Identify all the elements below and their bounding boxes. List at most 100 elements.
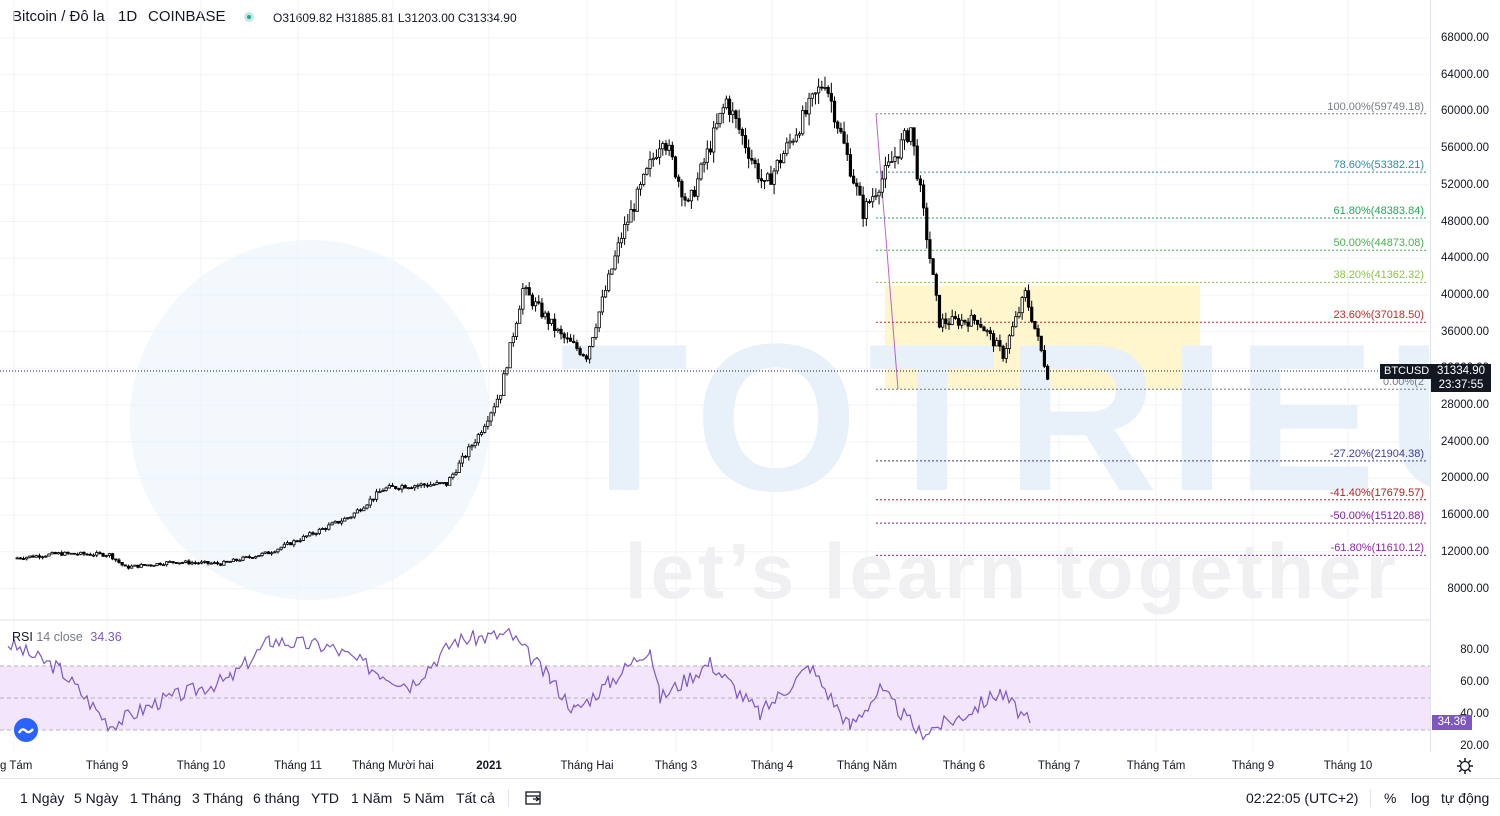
candle-body — [177, 562, 181, 565]
candle-body — [995, 340, 999, 347]
candle-body — [820, 86, 824, 89]
interval-label[interactable]: 1D — [118, 8, 138, 25]
candle-body — [1036, 328, 1040, 337]
candle-body — [899, 139, 903, 159]
current-price-badge: 31334.90 23:37:55 — [1431, 364, 1491, 392]
fib-level-label: 61.80%(48383.84) — [1333, 204, 1424, 217]
candle-body — [145, 564, 150, 567]
time-tick: Tháng Mười hai — [352, 760, 434, 772]
candle-body — [912, 127, 916, 147]
candle-body — [451, 473, 455, 479]
candle-body — [610, 268, 614, 275]
candle-body — [498, 395, 503, 400]
candle-body — [222, 560, 226, 566]
candle-body — [425, 484, 430, 487]
candle-body — [715, 123, 719, 129]
candle-body — [76, 553, 80, 556]
high-label: H — [335, 11, 345, 25]
candle-body — [797, 133, 802, 136]
candle-body — [988, 330, 992, 334]
candle-body — [285, 542, 290, 545]
candle-body — [298, 540, 302, 542]
candle-body — [492, 406, 496, 414]
candle-body — [772, 170, 776, 185]
candle-body — [661, 143, 665, 150]
time-tick: Tháng Tám — [1126, 760, 1186, 772]
candle-body — [937, 294, 942, 328]
candle-body — [543, 312, 547, 318]
candle-body — [429, 484, 433, 487]
candle-body — [387, 485, 391, 489]
candle-body — [209, 562, 213, 565]
candle-body — [514, 322, 519, 337]
candle-body — [184, 560, 188, 563]
range-6-month[interactable]: 6 tháng — [253, 790, 300, 806]
price-tick: 68000.00 — [1441, 32, 1489, 44]
price-chart[interactable]: TOTRIEU let’s learn together — [0, 0, 1430, 752]
candle-body — [915, 145, 919, 180]
candle-body — [483, 425, 487, 433]
candle-body — [804, 110, 808, 115]
chart-header: Bitcoin / Đô la 1D COINBASE O31609.82 H3… — [0, 0, 1430, 34]
range-5-year[interactable]: 5 Năm — [403, 790, 445, 806]
auto-scale-toggle[interactable]: tự động — [1441, 790, 1490, 806]
candle-body — [114, 558, 118, 561]
range-1-day[interactable]: 1 Ngày — [20, 790, 65, 806]
candle-body — [680, 180, 684, 198]
candle-body — [1033, 320, 1037, 330]
percent-scale-toggle[interactable]: % — [1384, 790, 1397, 806]
candle-body — [1001, 345, 1005, 359]
candle-body — [750, 158, 754, 161]
candle-body — [56, 552, 61, 555]
candle-body — [41, 556, 45, 559]
candle-body — [107, 553, 112, 556]
candle-body — [947, 323, 951, 326]
candle-body — [346, 517, 350, 520]
candle-body — [731, 110, 735, 116]
candle-body — [991, 333, 996, 347]
log-scale-toggle[interactable]: log — [1411, 790, 1430, 806]
candle-body — [250, 557, 255, 559]
candle-body — [518, 308, 522, 324]
range-all[interactable]: Tất cả — [456, 790, 495, 806]
tradingview-logo-icon[interactable] — [14, 718, 38, 742]
candle-body — [314, 533, 318, 535]
range-1-year[interactable]: 1 Năm — [351, 790, 393, 806]
fib-level-label: -61.80%(11610.12) — [1330, 542, 1424, 555]
candle-body — [565, 337, 569, 340]
candle-body — [333, 520, 337, 524]
candle-body — [435, 482, 439, 485]
candle-body — [448, 477, 452, 486]
fib-trend-line — [875, 113, 899, 390]
candle-body — [311, 532, 315, 535]
symbol-title[interactable]: Bitcoin / Đô la — [12, 8, 105, 25]
candle-body — [479, 432, 484, 435]
range-ytd[interactable]: YTD — [311, 790, 339, 806]
candle-body — [670, 144, 674, 158]
time-tick: 2021 — [476, 760, 502, 772]
candle-body — [362, 507, 366, 512]
range-1-month[interactable]: 1 Tháng — [130, 790, 182, 806]
fib-level-label: -41.40%(17679.57) — [1329, 486, 1424, 499]
candle-body — [817, 86, 821, 94]
candle-body — [931, 258, 935, 275]
clock-timezone[interactable]: 02:22:05 (UTC+2) — [1246, 790, 1359, 806]
range-3-month[interactable]: 3 Tháng — [192, 790, 244, 806]
fibonacci-levels[interactable] — [875, 113, 1428, 556]
rsi-legend[interactable]: RSI 14 close 34.36 — [12, 630, 122, 644]
range-5-day[interactable]: 5 Ngày — [74, 790, 119, 806]
candle-body — [762, 179, 767, 182]
candle-body — [98, 552, 102, 554]
candle-body — [638, 184, 643, 190]
chart-settings-icon[interactable] — [1456, 757, 1474, 775]
candle-body — [352, 512, 356, 518]
candle-body — [692, 189, 697, 197]
time-axis[interactable]: g Tám Tháng 9 Tháng 10 Tháng 11 Tháng Mười h… — [0, 752, 1430, 778]
candle-body — [921, 184, 926, 209]
candle-body — [950, 316, 954, 325]
candle-body — [540, 302, 544, 318]
candle-body — [871, 196, 875, 203]
candle-body — [394, 486, 398, 489]
close-value: 31334.90 — [466, 11, 517, 25]
date-range-icon[interactable] — [524, 789, 542, 807]
